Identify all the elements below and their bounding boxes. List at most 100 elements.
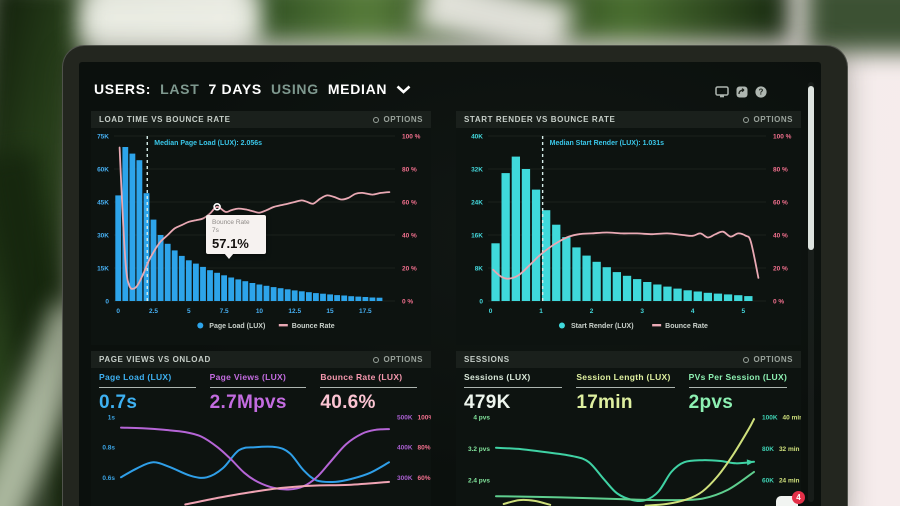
panel-title-bar: SESSIONS OPTIONS (456, 351, 801, 368)
svg-text:45K: 45K (97, 200, 109, 207)
options-button[interactable]: OPTIONS (373, 115, 423, 124)
svg-text:?: ? (759, 88, 764, 97)
tooltip-series: Bounce Rate (212, 219, 250, 226)
options-button[interactable]: OPTIONS (373, 355, 423, 364)
metric-sessions: Sessions (LUX) 479K (464, 372, 574, 414)
chart-tooltip: Bounce Rate 7s 57.1% (206, 215, 266, 259)
panel-load-time: LOAD TIME VS BOUNCE RATE OPTIONS Median … (91, 111, 431, 345)
svg-text:5: 5 (741, 308, 745, 315)
bounce-rate-line (118, 146, 391, 290)
series-line (502, 498, 552, 506)
svg-text:0: 0 (479, 299, 483, 306)
scrollbar-thumb[interactable] (808, 86, 814, 250)
bounce-rate-line (492, 230, 760, 280)
display-icon[interactable] (715, 86, 729, 98)
svg-text:3.2 pvs: 3.2 pvs (468, 446, 490, 453)
options-label: OPTIONS (753, 355, 793, 364)
panel-title-bar: START RENDER VS BOUNCE RATE OPTIONS (456, 111, 801, 128)
svg-text:100 %: 100 % (773, 134, 792, 141)
svg-text:0.6s: 0.6s (102, 475, 115, 482)
options-button[interactable]: OPTIONS (743, 115, 793, 124)
svg-text:Bounce Rate: Bounce Rate (665, 323, 708, 330)
svg-text:0: 0 (105, 299, 109, 306)
metric-value: 2pvs (688, 392, 734, 413)
svg-text:30K: 30K (97, 233, 109, 240)
svg-text:12.5: 12.5 (288, 308, 301, 315)
svg-text:0: 0 (489, 308, 493, 315)
panel-title: PAGE VIEWS VS ONLOAD (99, 355, 211, 364)
metric-underline (464, 387, 563, 388)
svg-text:3: 3 (640, 308, 644, 315)
svg-text:1: 1 (539, 308, 543, 315)
options-button[interactable]: OPTIONS (743, 355, 793, 364)
options-label: OPTIONS (383, 355, 423, 364)
panel-sessions: SESSIONS OPTIONS Sessions (LUX) 479K Ses… (456, 351, 801, 506)
svg-text:16K: 16K (471, 233, 483, 240)
metric-page-views: Page Views (LUX) 2.7Mpvs (209, 372, 319, 414)
start-render-chart[interactable]: Median Start Render (LUX): 1.031s 40K 32K 2… (456, 128, 801, 345)
panel-start-render: START RENDER VS BOUNCE RATE OPTIONS Medi… (456, 111, 801, 345)
metric-label: Bounce Rate (LUX) (320, 372, 403, 382)
svg-text:20 %: 20 % (402, 266, 417, 273)
options-label: OPTIONS (383, 115, 423, 124)
svg-text:2.4 pvs: 2.4 pvs (468, 477, 490, 484)
notification-badge: 4 (792, 491, 805, 504)
chevron-down-icon (396, 85, 411, 94)
header-icon-group: ? (715, 86, 767, 98)
svg-text:Median Start Render (LUX): 1.0: Median Start Render (LUX): 1.031s (550, 140, 664, 147)
header-part: USERS: (94, 81, 152, 97)
metric-label: Page Views (LUX) (209, 372, 287, 382)
dashboard-filter-dropdown[interactable]: USERS: LAST 7 DAYS USING MEDIAN (94, 81, 411, 97)
svg-text:0 %: 0 % (773, 299, 784, 306)
svg-text:0: 0 (116, 308, 120, 315)
svg-text:Median Page Load (LUX): 2.056s: Median Page Load (LUX): 2.056s (154, 140, 262, 147)
panel-title: LOAD TIME VS BOUNCE RATE (99, 115, 231, 124)
tooltip-x: 7s (212, 227, 219, 234)
svg-text:15K: 15K (97, 266, 109, 273)
svg-text:Start Render (LUX): Start Render (LUX) (571, 323, 634, 330)
svg-text:40 %: 40 % (402, 233, 417, 240)
metric-label: Sessions (LUX) (464, 372, 531, 382)
scrollbar-track[interactable] (808, 82, 814, 502)
svg-text:60K: 60K (97, 167, 109, 174)
metric-pvs-per-session: PVs Per Session (LUX) 2pvs (688, 372, 799, 414)
series-line (184, 480, 390, 506)
svg-text:80 %: 80 % (773, 167, 788, 174)
svg-text:Page Load (LUX): Page Load (LUX) (209, 323, 265, 330)
panel-title: START RENDER VS BOUNCE RATE (464, 115, 616, 124)
svg-text:4 pvs: 4 pvs (473, 415, 490, 422)
gear-icon (373, 356, 380, 363)
options-label: OPTIONS (753, 115, 793, 124)
svg-text:80 %: 80 % (402, 167, 417, 174)
svg-text:24K: 24K (471, 200, 483, 207)
series-line (644, 418, 755, 506)
svg-text:20 %: 20 % (773, 266, 788, 273)
metric-underline (320, 387, 418, 388)
svg-text:2.5: 2.5 (149, 308, 158, 315)
metric-value: 0.7s (99, 392, 138, 413)
chat-widget[interactable] (776, 496, 798, 506)
histogram-bars (491, 156, 753, 302)
help-icon[interactable]: ? (755, 86, 767, 98)
metric-underline (209, 387, 307, 388)
load-time-chart[interactable]: Median Page Load (LUX): 2.056s 75K 60K 45K 3… (91, 128, 431, 345)
svg-text:8K: 8K (475, 266, 484, 273)
svg-text:0 %: 0 % (402, 299, 413, 306)
metric-bounce-rate: Bounce Rate (LUX) 40.6% (320, 372, 429, 414)
tooltip-value: 57.1% (212, 236, 249, 251)
metric-row: Page Load (LUX) 0.7s Page Views (LUX) 2.… (91, 368, 431, 414)
svg-text:17.5: 17.5 (359, 308, 372, 315)
panel-title-bar: PAGE VIEWS VS ONLOAD OPTIONS (91, 351, 431, 368)
share-icon[interactable] (736, 86, 748, 98)
series-line (495, 470, 755, 502)
hover-marker (213, 203, 221, 211)
svg-text:40 %: 40 % (773, 233, 788, 240)
svg-text:75K: 75K (97, 134, 109, 141)
panel-page-views: PAGE VIEWS VS ONLOAD OPTIONS Page Load (… (91, 351, 431, 506)
metric-page-load: Page Load (LUX) 0.7s (99, 372, 208, 414)
svg-text:4: 4 (691, 308, 695, 315)
